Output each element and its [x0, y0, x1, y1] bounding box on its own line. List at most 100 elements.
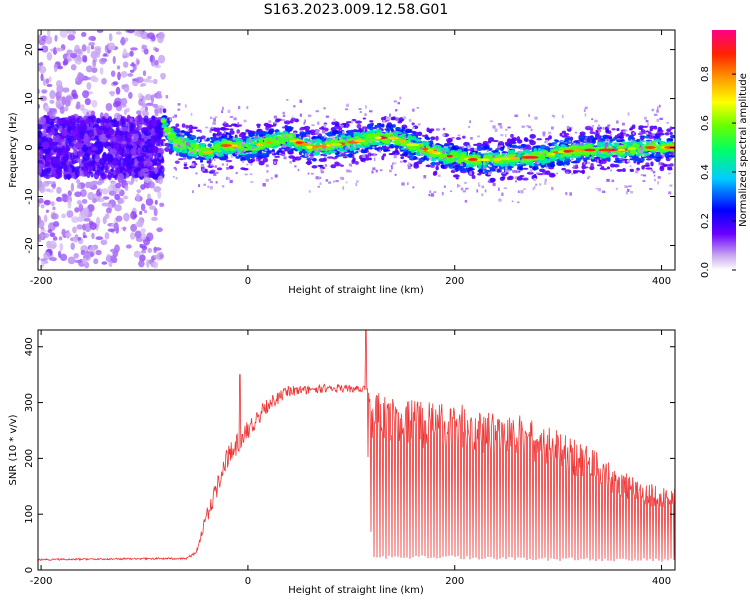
heatmap-cell	[289, 161, 292, 164]
heatmap-cell	[589, 127, 594, 132]
heatmap-cell	[74, 191, 82, 198]
heatmap-cell	[137, 147, 141, 155]
heatmap-cell	[638, 125, 645, 129]
heatmap-cell	[311, 165, 318, 169]
heatmap-cell	[147, 247, 153, 254]
heatmap-cell	[357, 131, 361, 137]
heatmap-cell	[355, 150, 359, 154]
heatmap-cell	[414, 138, 422, 143]
heatmap-cell	[57, 65, 63, 70]
heatmap-cell	[91, 198, 97, 204]
heatmap-cell	[89, 246, 96, 254]
heatmap-cell	[147, 79, 156, 84]
heatmap-cell	[615, 157, 620, 161]
heatmap-cell	[585, 127, 590, 130]
heatmap-cell	[591, 125, 595, 128]
heatmap-cell	[106, 146, 112, 150]
heatmap-cell	[653, 174, 656, 177]
heatmap-cell	[315, 138, 321, 142]
heatmap-cell	[55, 169, 62, 175]
heatmap-cell	[654, 157, 662, 162]
heatmap-cell	[145, 160, 152, 167]
heatmap-cell	[440, 164, 445, 169]
heatmap-cell	[654, 153, 662, 157]
heatmap-cell	[136, 155, 145, 162]
heatmap-cell	[81, 31, 87, 37]
heatmap-cell	[112, 56, 116, 65]
heatmap-cell	[290, 117, 297, 122]
heatmap-cell	[527, 145, 532, 151]
heatmap-cell	[405, 129, 412, 134]
heatmap-cell	[455, 137, 462, 141]
heatmap-cell	[115, 86, 121, 95]
heatmap-cell	[381, 123, 385, 128]
heatmap-cell	[70, 242, 75, 251]
heatmap-cell	[130, 176, 135, 184]
heatmap-cell	[394, 173, 397, 176]
heatmap-cell	[384, 149, 391, 152]
heatmap-cell	[554, 143, 558, 148]
heatmap-cell	[592, 132, 598, 135]
heatmap-cell	[109, 119, 118, 123]
heatmap-cell	[256, 155, 263, 158]
heatmap-cell	[317, 164, 323, 167]
heatmap-cell	[390, 116, 395, 121]
heatmap-cell	[43, 232, 50, 239]
heatmap-cell	[147, 75, 152, 80]
heatmap-cell	[621, 122, 625, 126]
heatmap-cell	[154, 108, 159, 117]
heatmap-cell	[544, 181, 547, 185]
heatmap-cell	[472, 161, 478, 166]
heatmap-cell	[154, 65, 162, 69]
heatmap-cell	[483, 145, 490, 150]
heatmap-cell	[85, 65, 93, 73]
heatmap-cell	[38, 103, 41, 109]
heatmap-cell	[111, 158, 119, 166]
heatmap-cell	[543, 150, 549, 153]
heatmap-cell	[74, 55, 83, 65]
heatmap-cell	[435, 135, 439, 141]
heatmap-cell	[308, 153, 315, 157]
heatmap-cell	[435, 165, 439, 171]
heatmap-cell	[83, 217, 91, 222]
heatmap-cell	[313, 149, 317, 151]
heatmap-cell	[130, 210, 137, 220]
heatmap-cell	[39, 95, 47, 102]
heatmap-cell	[190, 143, 195, 149]
heatmap-cell	[108, 190, 117, 196]
heatmap-cell	[99, 126, 107, 131]
heatmap-cell	[322, 130, 326, 134]
heatmap-cell	[38, 219, 45, 229]
heatmap-cell	[459, 167, 464, 173]
heatmap-cell	[669, 163, 674, 167]
heatmap-cell	[165, 133, 168, 136]
heatmap-cell	[56, 47, 64, 52]
heatmap-cell	[636, 161, 641, 165]
heatmap-cell	[265, 178, 269, 182]
heatmap-cell	[38, 129, 42, 139]
heatmap-cell	[136, 59, 140, 65]
heatmap-cell	[186, 156, 193, 160]
heatmap-cell	[228, 165, 234, 170]
heatmap-cell	[58, 125, 63, 133]
heatmap-cell	[596, 164, 603, 167]
heatmap-cell	[213, 149, 218, 153]
heatmap-cell	[568, 140, 571, 143]
heatmap-cell	[120, 71, 128, 78]
heatmap-cell	[559, 132, 563, 137]
heatmap-cell	[139, 210, 143, 215]
heatmap-cell	[513, 153, 517, 157]
heatmap-cell	[126, 166, 131, 174]
heatmap-cell	[91, 232, 95, 240]
heatmap-cell	[183, 131, 190, 136]
heatmap-cell	[633, 156, 641, 162]
heatmap-cell	[658, 161, 662, 166]
heatmap-cell	[122, 195, 129, 199]
heatmap-cell	[63, 128, 68, 134]
heatmap-cell	[358, 127, 362, 133]
heatmap-cell	[511, 137, 518, 142]
heatmap-cell	[532, 166, 537, 171]
heatmap-cell	[359, 142, 363, 146]
heatmap-cell	[127, 73, 134, 77]
heatmap-cell	[629, 168, 635, 172]
